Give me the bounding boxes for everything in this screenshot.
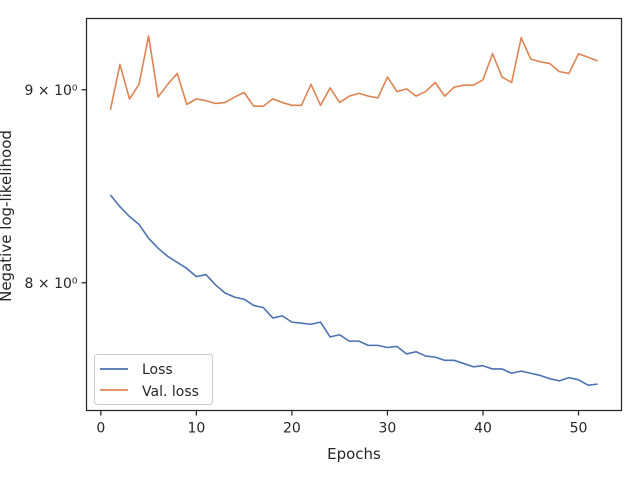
y-axis-label: Negative log-likelihood [0,130,15,302]
legend-label-loss: Loss [142,362,173,378]
series-line-loss [109,194,598,387]
legend: Loss Val. loss [94,354,213,405]
plot-area [85,17,623,412]
y-axis-ticks: 8 × 10⁰ 9 × 10⁰ [25,83,87,292]
legend-label-val-loss: Val. loss [142,384,199,400]
series-layer [109,35,598,387]
legend-box [94,354,213,405]
x-axis-label: Epochs [327,445,381,463]
x-tick-label: 30 [379,421,397,437]
x-tick-label: 40 [474,421,492,437]
x-tick-label: 0 [96,421,105,437]
x-tick-label: 50 [570,421,588,437]
series-line-val-loss [109,35,598,111]
x-axis-ticks: 0 10 20 30 40 50 [96,410,588,437]
y-tick-label: 9 × 10⁰ [25,83,78,99]
y-tick-label: 8 × 10⁰ [25,276,78,292]
x-tick-label: 20 [283,421,301,437]
x-tick-label: 10 [187,421,205,437]
